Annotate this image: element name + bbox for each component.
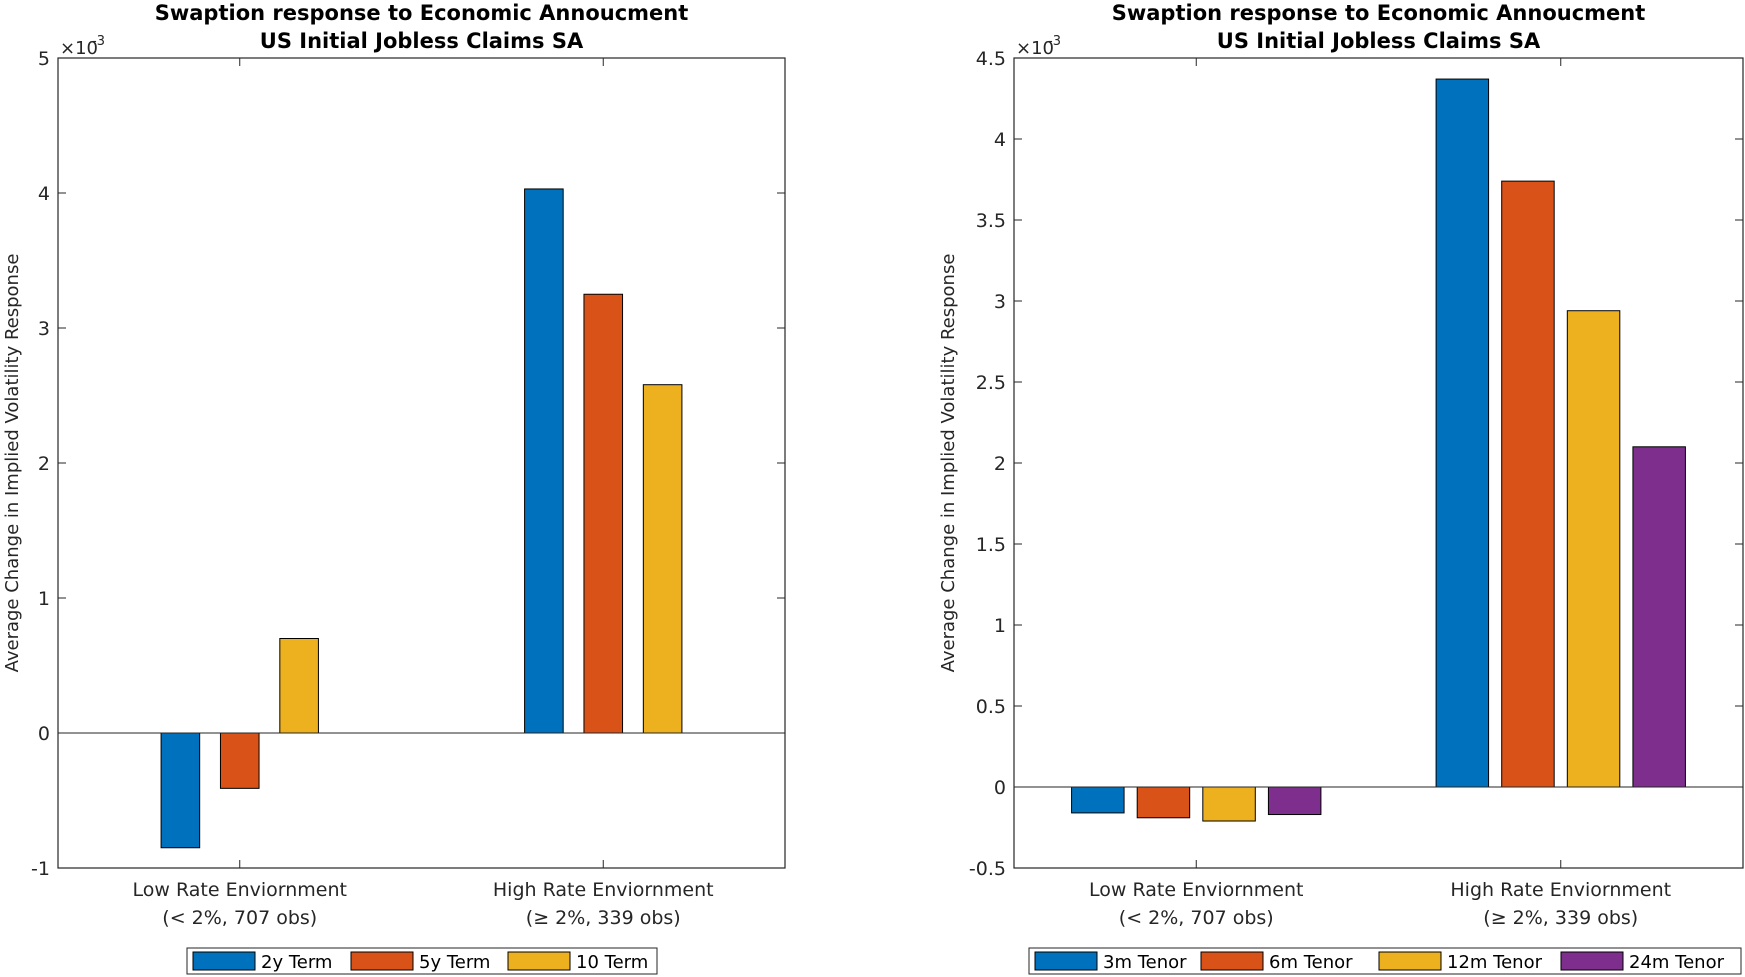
legend-swatch <box>1034 951 1098 971</box>
y-multiplier: ×10 <box>60 38 98 59</box>
legend-label: 6m Tenor <box>1269 952 1353 973</box>
y-axis-label: Average Change in Implied Volatility Res… <box>2 254 23 673</box>
y-tick-label: 0.5 <box>976 696 1006 718</box>
x-category-label: High Rate Enviornment <box>1450 879 1671 901</box>
bar <box>583 293 624 734</box>
bar <box>1501 180 1555 788</box>
y-tick-label: -0.5 <box>969 858 1006 880</box>
y-tick-label: 1 <box>994 615 1006 637</box>
legend-label: 10 Term <box>576 952 648 973</box>
bar <box>1435 78 1490 788</box>
legend: 3m Tenor 6m Tenor 12m Tenor 24m Tenor <box>1028 947 1742 975</box>
y-multiplier-exponent: -3 <box>92 34 105 49</box>
x-category-sublabel: (< 2%, 707 obs) <box>162 907 317 929</box>
bar <box>1202 786 1256 822</box>
y-tick-label: 1.5 <box>976 534 1006 556</box>
chart-title: Swaption response to Economic Annoucment <box>155 1 689 25</box>
legend-swatch <box>192 951 256 971</box>
x-category-sublabel: (≥ 2%, 339 obs) <box>526 907 681 929</box>
legend-label: 5y Term <box>419 952 490 973</box>
y-axis-label: Average Change in Implied Volatility Res… <box>938 254 959 673</box>
legend-swatch <box>350 951 414 971</box>
bar <box>1632 446 1686 788</box>
bar <box>524 188 564 734</box>
legend: 2y Term 5y Term 10 Term <box>186 947 658 975</box>
y-multiplier: ×10 <box>1016 38 1054 59</box>
legend-swatch <box>1378 951 1442 971</box>
legend-label: 24m Tenor <box>1629 952 1725 973</box>
bar <box>219 732 260 789</box>
y-tick-label: 4 <box>38 183 50 205</box>
x-category-label: High Rate Enviornment <box>493 879 714 901</box>
y-tick-label: 4 <box>994 129 1006 151</box>
chart-title: Swaption response to Economic Annoucment <box>1112 1 1646 25</box>
bar <box>1267 786 1322 816</box>
y-tick-label: 3.5 <box>976 210 1006 232</box>
y-tick-label: 4.5 <box>976 48 1006 70</box>
y-tick-label: 3 <box>994 291 1006 313</box>
y-tick-label: -1 <box>31 858 50 880</box>
y-tick-label: 0 <box>994 777 1006 799</box>
y-tick-label: 2 <box>994 453 1006 475</box>
x-category-label: Low Rate Enviornment <box>133 879 347 901</box>
x-category-label: Low Rate Enviornment <box>1089 879 1303 901</box>
chart-subtitle: US Initial Jobless Claims SA <box>1217 29 1541 53</box>
y-tick-label: 2 <box>38 453 50 475</box>
x-category-sublabel: (< 2%, 707 obs) <box>1119 907 1274 929</box>
y-tick-label: 5 <box>38 48 50 70</box>
legend-swatch <box>1560 951 1624 971</box>
y-tick-label: 2.5 <box>976 372 1006 394</box>
legend-swatch <box>1200 951 1264 971</box>
x-category-sublabel: (≥ 2%, 339 obs) <box>1483 907 1638 929</box>
y-tick-label: 0 <box>38 723 50 745</box>
chart-panel-1: -1 0 1 2 3 4 5 Low Rate Enviornment (< 2%, 707 o… <box>2 1 786 975</box>
legend-frame <box>186 947 658 975</box>
bar <box>160 732 201 849</box>
chart-subtitle: US Initial Jobless Claims SA <box>260 29 584 53</box>
bar <box>1136 786 1191 819</box>
legend-label: 12m Tenor <box>1447 952 1543 973</box>
legend-swatch <box>507 951 571 971</box>
legend-label: 3m Tenor <box>1103 952 1187 973</box>
bar <box>1071 786 1125 814</box>
legend-label: 2y Term <box>261 952 332 973</box>
y-tick-label: 1 <box>38 588 50 610</box>
bar <box>642 384 683 734</box>
y-tick-label: 3 <box>38 318 50 340</box>
y-multiplier-exponent: -3 <box>1048 34 1061 49</box>
bar <box>1566 310 1621 788</box>
chart-panel-2: -0.5 0 0.5 1 1.5 2 2.5 3 3.5 4 4.5 Low Rate Enviorn… <box>938 1 1744 975</box>
bar <box>279 638 319 734</box>
